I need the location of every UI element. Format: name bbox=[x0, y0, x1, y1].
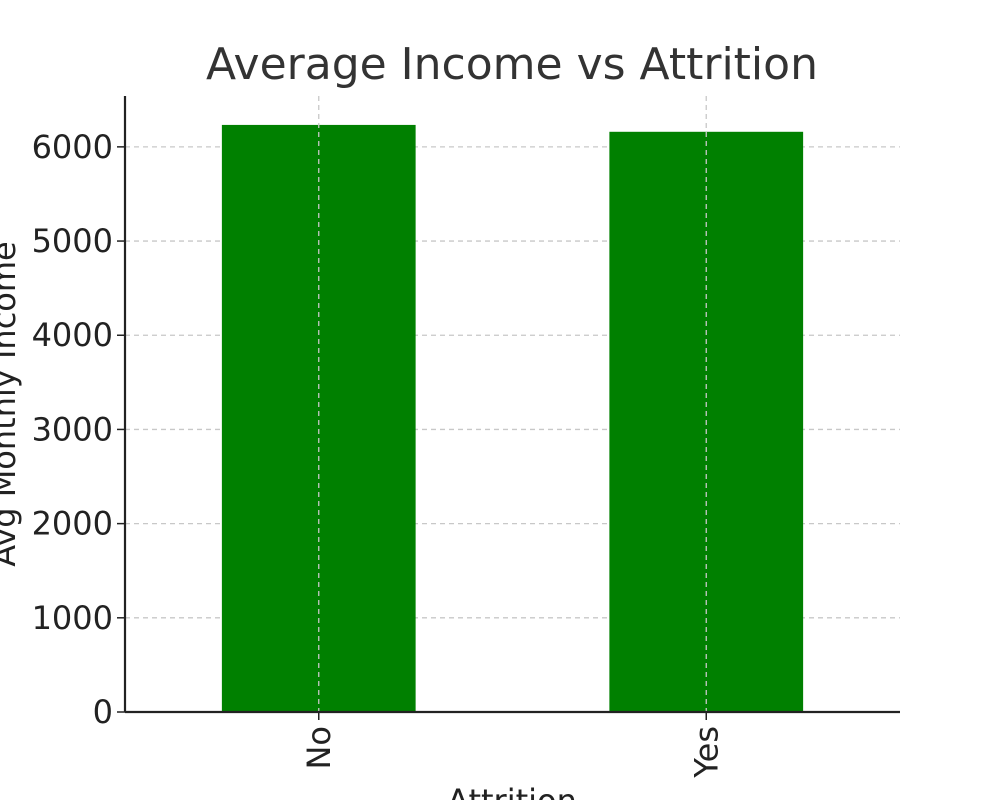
y-tick-label: 3000 bbox=[32, 410, 113, 448]
x-tick-label: Yes bbox=[687, 726, 725, 779]
x-axis-label: Attrition bbox=[447, 782, 577, 800]
y-tick-label: 4000 bbox=[32, 316, 113, 354]
y-tick-label: 0 bbox=[93, 693, 113, 731]
y-axis-ticks: 0 1000 2000 3000 4000 5000 6000 bbox=[32, 128, 125, 731]
y-tick-label: 5000 bbox=[32, 222, 113, 260]
y-tick-label: 1000 bbox=[32, 599, 113, 637]
x-axis-ticks: No Yes bbox=[300, 712, 725, 779]
bar-no bbox=[221, 124, 416, 713]
y-axis-label: Avg Monthly Income bbox=[0, 241, 23, 566]
bars bbox=[221, 124, 804, 713]
x-tick-label: No bbox=[300, 726, 338, 770]
vertical-gridlines bbox=[318, 96, 707, 712]
chart-title: Average Income vs Attrition bbox=[206, 39, 818, 90]
y-tick-label: 2000 bbox=[32, 505, 113, 543]
y-tick-label: 6000 bbox=[32, 128, 113, 166]
